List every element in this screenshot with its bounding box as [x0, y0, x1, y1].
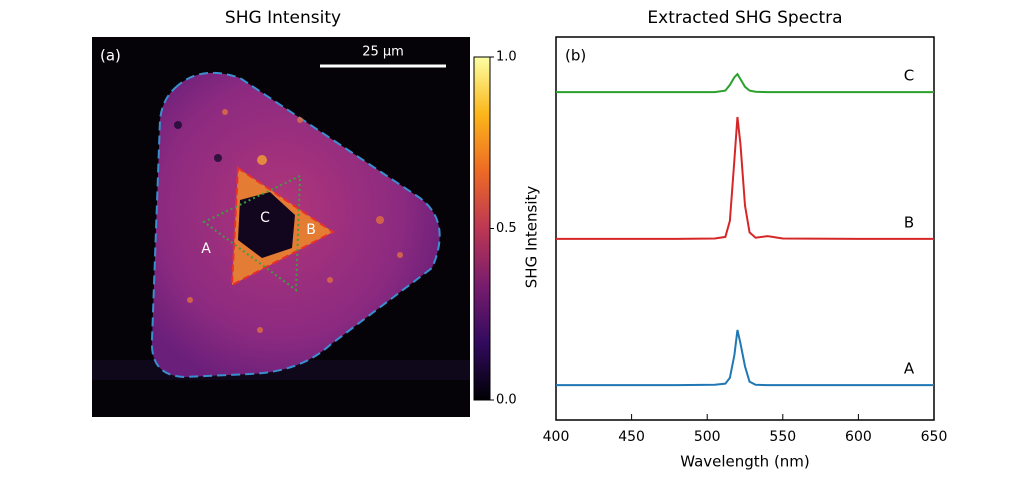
dark-region — [238, 192, 295, 258]
x-tick-label: 500 — [694, 429, 721, 445]
series-label: B — [904, 213, 914, 231]
panel-label: (a) — [100, 47, 121, 65]
chart-title: SHG Intensity — [225, 8, 341, 28]
colorbar-tick-label: 0.0 — [496, 393, 517, 408]
panel-label: (b) — [565, 47, 586, 65]
defects — [174, 109, 403, 333]
series-label: A — [904, 360, 915, 378]
series-label: C — [904, 67, 914, 85]
series-line — [556, 72, 934, 94]
region-label: C — [260, 210, 270, 226]
x-tick-label: 600 — [845, 429, 872, 445]
colorbar — [473, 56, 491, 401]
x-tick-label: 650 — [921, 429, 948, 445]
colorbar-tick-label: 1.0 — [496, 50, 517, 65]
scale-bar-label: 25 µm — [362, 45, 404, 60]
x-axis-label: Wavelength (nm) — [680, 453, 810, 471]
colorbar-tick-label: 0.5 — [496, 221, 517, 236]
series-line — [556, 116, 934, 240]
colorbar-label: SHG Intensity — [523, 186, 541, 289]
x-tick-label: 550 — [769, 429, 796, 445]
plot-frame — [555, 36, 935, 421]
region-label: B — [306, 222, 316, 238]
x-tick-label: 400 — [543, 429, 570, 445]
chart-title: Extracted SHG Spectra — [647, 8, 842, 28]
series-line — [556, 329, 934, 387]
x-tick-label: 450 — [618, 429, 645, 445]
region-label: A — [201, 241, 211, 257]
region-a-outline — [230, 166, 335, 287]
